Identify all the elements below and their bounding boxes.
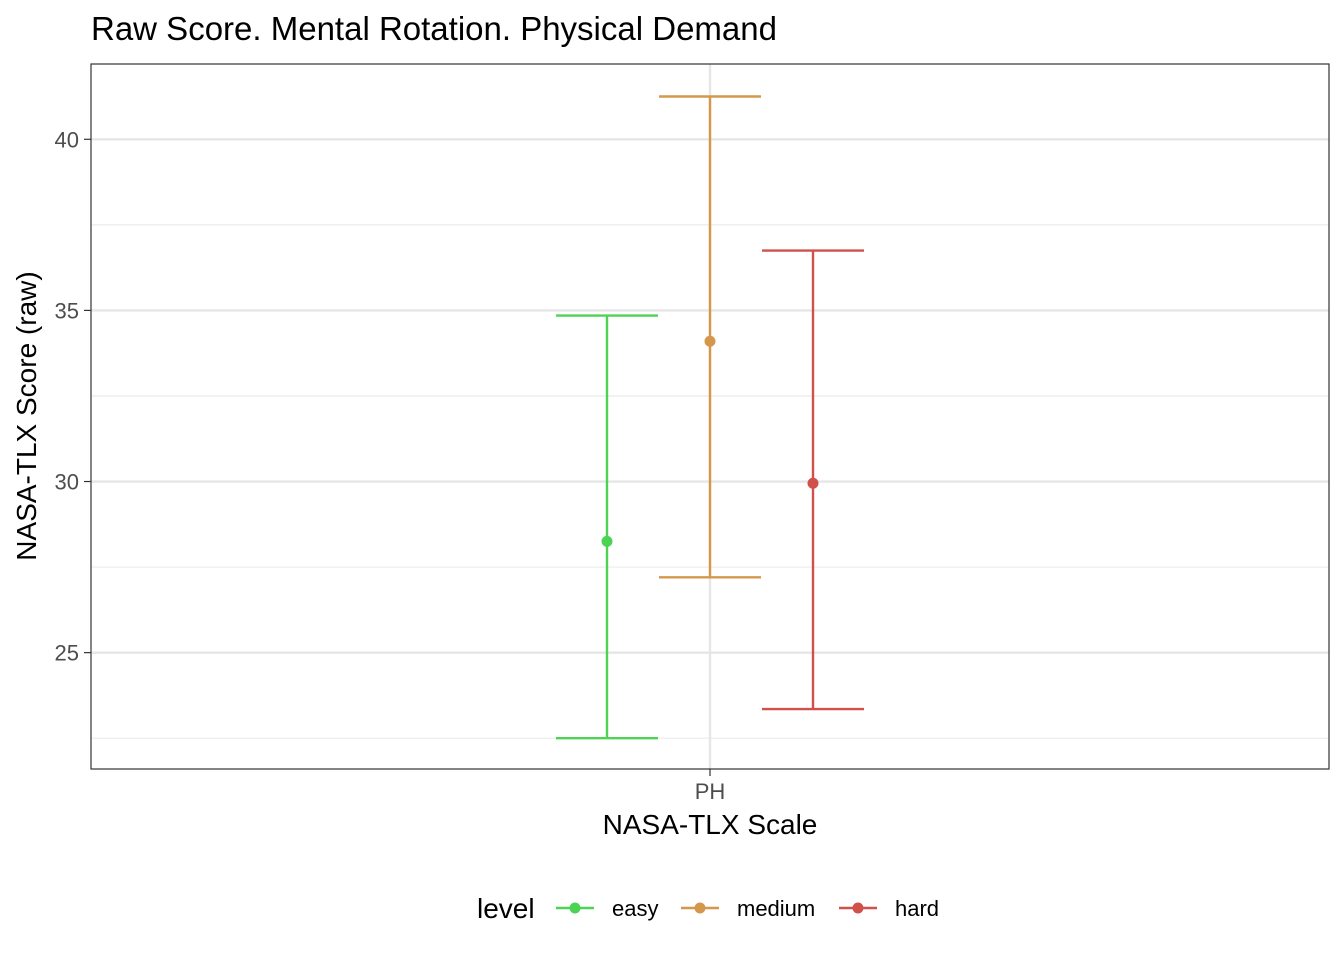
x-tick-label: PH: [695, 779, 726, 804]
errorbar-medium: [659, 95, 761, 579]
legend: level easy medium hard: [477, 893, 939, 924]
y-tick-label: 25: [55, 641, 79, 666]
legend-item-easy: easy: [556, 896, 658, 921]
legend-key-point-hard: [852, 902, 864, 914]
legend-label-hard: hard: [895, 896, 939, 921]
legend-title: level: [477, 893, 535, 924]
legend-item-medium: medium: [681, 896, 815, 921]
legend-item-hard: hard: [839, 896, 939, 921]
legend-key-point-easy: [569, 902, 581, 914]
legend-label-medium: medium: [737, 896, 815, 921]
mean-point-medium: [704, 335, 716, 347]
mean-point-hard: [807, 477, 819, 489]
y-tick-label: 40: [55, 127, 79, 152]
errorbar-hard: [762, 249, 864, 711]
x-axis-label: NASA-TLX Scale: [603, 809, 818, 840]
legend-key-point-medium: [694, 902, 706, 914]
y-axis-label: NASA-TLX Score (raw): [11, 271, 42, 560]
y-tick-label: 35: [55, 298, 79, 323]
mean-point-easy: [601, 535, 613, 547]
errorbar-easy: [556, 314, 658, 740]
y-axis: 25 30 35 40: [55, 127, 91, 666]
x-axis: PH: [695, 769, 726, 804]
legend-label-easy: easy: [612, 896, 658, 921]
y-tick-label: 30: [55, 470, 79, 495]
data-marks: [556, 95, 864, 740]
chart-title: Raw Score. Mental Rotation. Physical Dem…: [91, 10, 777, 47]
